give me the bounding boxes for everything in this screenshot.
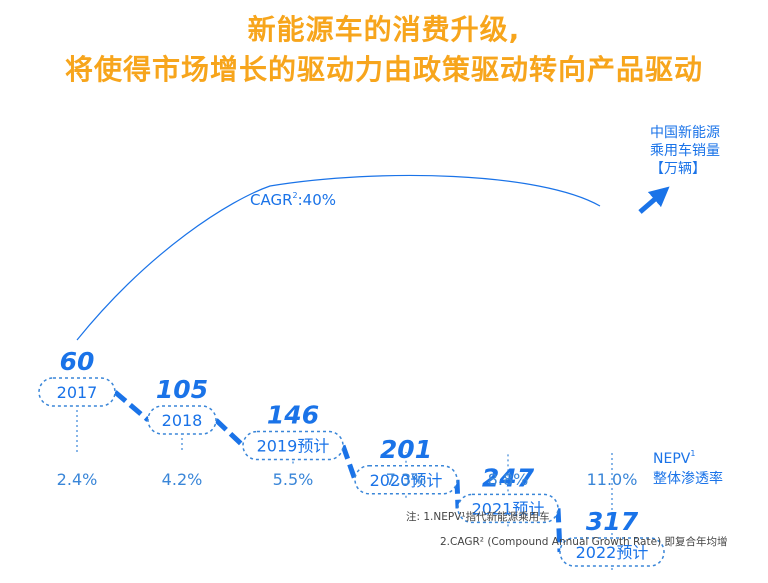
trend-line [113,186,670,553]
year-labels: 2017 2018 2019预计 2020预计 2021预计 2022预计 [38,377,665,567]
year-pill [354,465,458,495]
penetration-label: 8.8% [488,470,529,489]
value-label: 201 [380,435,432,464]
penetration-label: 7.3% [386,470,427,489]
penetration-label: 4.2% [162,470,203,489]
series-label-line: 【万辆】 [650,161,706,177]
series-label-line: 乘用车销量 [650,142,720,159]
footnote-2: 2.CAGR² (Compound Annual Growth Rate) 即复… [440,535,728,548]
value-label: 247 [482,463,535,492]
value-label: 60 [60,347,95,376]
cagr-arc [76,174,601,341]
footnotes: 注: 1.NEPV¹指代新能源乘用车 2.CAGR² (Compound Annu… [406,510,728,548]
penetration-label: 11.0% [587,470,638,489]
cagr-annotation: CAGR2:40% [76,174,601,341]
value-label: 105 [156,375,208,404]
value-label: 146 [267,401,319,430]
penetration-labels: 2.4% 4.2% 5.5% 7.3% 8.8% 11.0% [57,470,638,489]
penetration-title: NEPV1 [653,449,695,467]
year-pill [559,537,665,567]
year-pill [38,377,116,407]
year-label: 2018 [162,411,203,430]
penetration-title-line-2: 整体渗透率 [653,470,723,487]
year-label: 2017 [57,383,98,402]
year-pill [242,430,344,461]
footnote-1: 注: 1.NEPV¹指代新能源乘用车 [406,510,550,523]
year-label: 2022预计 [576,543,649,562]
trend-segment [113,390,150,422]
year-label: 2020预计 [370,471,443,490]
title-line-1: 新能源车的消费升级, [247,13,521,46]
penetration-label: 5.5% [273,470,314,489]
series-label-line: 中国新能源 [650,125,720,141]
penetration-label: 2.4% [57,470,98,489]
year-pill [457,493,559,524]
year-label: 2019预计 [257,437,330,456]
value-labels: 60 105 146 201 247 317 [60,347,639,536]
value-label: 317 [586,507,639,536]
title-line-2: 将使得市场增长的驱动力由政策驱动转向产品驱动 [64,53,703,86]
trend-segment [340,444,358,481]
growth-arrow [638,186,670,214]
trend-segment [454,479,461,509]
year-label: 2021预计 [472,499,545,518]
trend-segment [555,508,563,553]
trend-segment [214,418,245,448]
cagr-label: CAGR2:40% [250,191,336,209]
year-pill [147,405,217,435]
